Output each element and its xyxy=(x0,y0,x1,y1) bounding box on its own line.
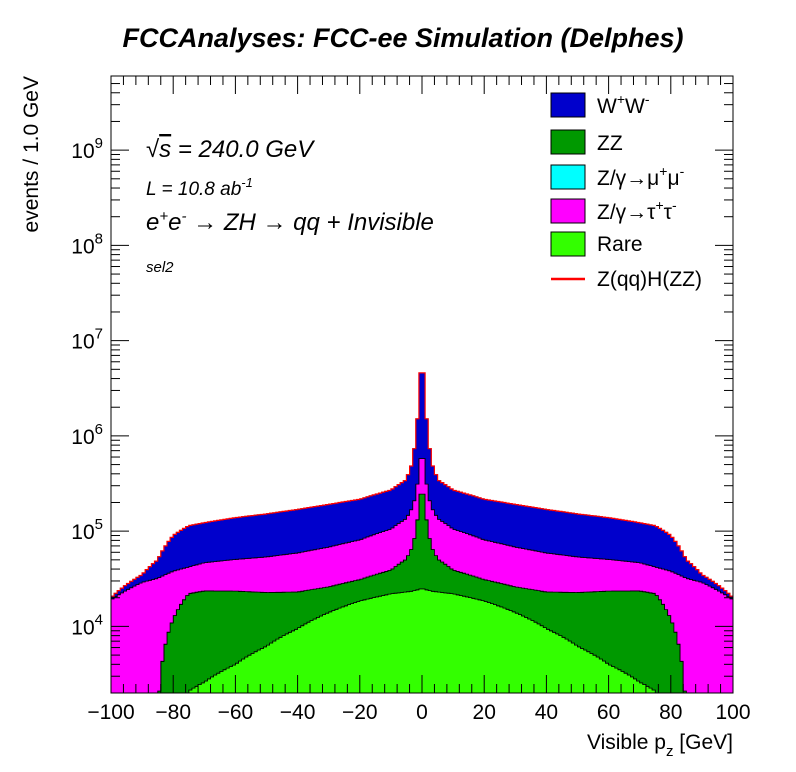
legend-swatch-ztautau xyxy=(550,198,586,224)
x-tick-label: −100 xyxy=(87,701,134,724)
x-tick-label: 20 xyxy=(473,701,496,724)
y-tick-label: 108 xyxy=(71,230,103,258)
chart-title: FCCAnalyses: FCC-ee Simulation (Delphes) xyxy=(122,23,683,53)
x-tick-label: 100 xyxy=(715,701,750,724)
x-tick-label: −20 xyxy=(342,701,378,724)
y-tick-label: 105 xyxy=(71,516,103,544)
legend-swatch-zz xyxy=(550,129,586,155)
selection-annotation: sel2 xyxy=(146,259,174,276)
x-axis: −100 −80 −60 −40 −20 0 20 40 60 80 100 xyxy=(87,76,751,724)
process-annotation: e+e- → ZH → qq + Invisible xyxy=(146,208,434,236)
stack-layers xyxy=(110,372,734,694)
annotations: √s = 240.0 GeV L = 10.8 ab-1 e+e- → ZH →… xyxy=(146,136,434,276)
legend-swatch-rare xyxy=(550,231,586,257)
y-axis: 104 105 106 107 108 109 xyxy=(71,75,733,694)
legend-swatch-zmumu xyxy=(550,164,586,190)
y-tick-label: 106 xyxy=(71,421,103,449)
signal-line xyxy=(111,372,733,597)
legend-label-signal: Z(qq)H(ZZ) xyxy=(597,268,702,291)
x-axis-label: Visible pz [GeV] xyxy=(587,731,733,760)
x-tick-label: −60 xyxy=(218,701,254,724)
legend-label-ztautau: Z/γ→τ+τ- xyxy=(597,197,677,224)
y-tick-label: 107 xyxy=(71,326,103,354)
x-tick-label: −80 xyxy=(155,701,191,724)
legend-label-zmumu: Z/γ→μ+μ- xyxy=(597,163,685,190)
legend: W+W- ZZ Z/γ→μ+μ- Z/γ→τ+τ- Rare Z(qq)H(ZZ… xyxy=(550,91,702,291)
y-tick-label: 104 xyxy=(71,611,103,639)
energy-annotation: √s = 240.0 GeV xyxy=(146,136,315,163)
legend-label-zz: ZZ xyxy=(597,132,623,155)
x-tick-label: −40 xyxy=(280,701,316,724)
y-axis-label: events / 1.0 GeV xyxy=(20,76,43,232)
x-tick-label: 60 xyxy=(597,701,620,724)
x-tick-label: 80 xyxy=(659,701,682,724)
y-tick-label: 109 xyxy=(71,135,103,163)
lumi-annotation: L = 10.8 ab-1 xyxy=(146,175,253,200)
legend-label-rare: Rare xyxy=(597,233,643,256)
legend-label-ww: W+W- xyxy=(597,91,650,118)
legend-swatch-ww xyxy=(550,92,586,118)
x-tick-label: 40 xyxy=(535,701,558,724)
x-tick-label: 0 xyxy=(416,701,428,724)
